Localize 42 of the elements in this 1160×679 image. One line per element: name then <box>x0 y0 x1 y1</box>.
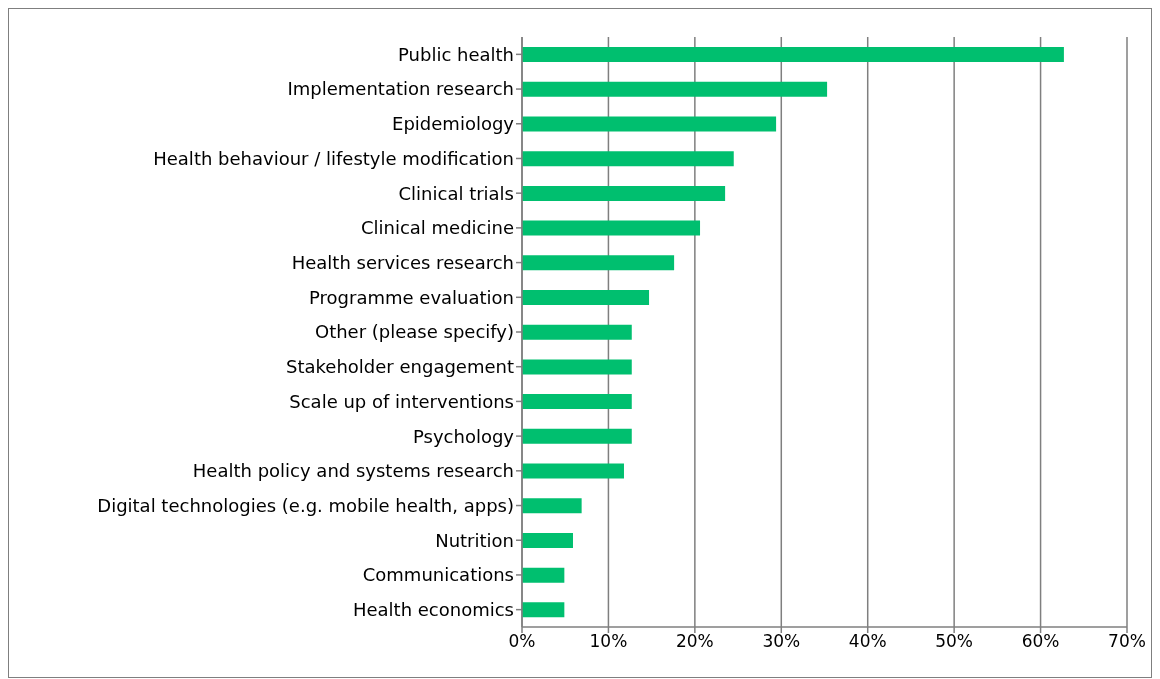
y-tick-label: Health behaviour / lifestyle modification <box>153 147 514 169</box>
x-tick-label: 40% <box>848 631 887 652</box>
y-tick-label: Health services research <box>291 251 514 273</box>
x-tick-label: 50% <box>935 631 974 652</box>
y-tick-label: Other (please specify) <box>314 321 514 343</box>
y-tick-label: Communications <box>362 564 514 586</box>
bar <box>522 116 777 132</box>
bar <box>522 602 565 618</box>
y-tick-label: Implementation research <box>287 78 514 100</box>
y-tick-label: Stakeholder engagement <box>286 356 514 378</box>
x-tick-label: 20% <box>675 631 714 652</box>
y-tick-label: Nutrition <box>435 529 514 551</box>
bar <box>522 47 1064 63</box>
bar <box>522 532 573 548</box>
y-tick-label: Clinical medicine <box>360 217 514 239</box>
bar <box>522 290 650 306</box>
y-tick-label: Public health <box>398 43 514 65</box>
x-tick-label: 70% <box>1108 631 1146 652</box>
bar <box>522 463 624 479</box>
y-tick-label: Programme evaluation <box>309 286 514 308</box>
bar <box>522 81 828 97</box>
y-tick-label: Health policy and systems research <box>192 460 514 482</box>
bar <box>522 359 632 375</box>
y-tick-label: Scale up of interventions <box>289 390 514 412</box>
x-tick-label: 30% <box>762 631 801 652</box>
bar <box>522 394 632 410</box>
bar <box>522 151 734 167</box>
bar <box>522 428 632 444</box>
bar <box>522 255 675 271</box>
bar <box>522 220 701 236</box>
x-tick-label: 10% <box>589 631 628 652</box>
bar <box>522 185 726 201</box>
y-tick-label: Psychology <box>413 425 515 447</box>
y-tick-label: Health economics <box>352 599 514 621</box>
x-tick-label: 60% <box>1021 631 1060 652</box>
y-tick-label: Epidemiology <box>392 113 515 135</box>
y-tick-label: Digital technologies (e.g. mobile health, apps) <box>97 494 514 516</box>
bar <box>522 498 582 514</box>
x-tick-label: 0% <box>508 631 536 652</box>
y-tick-label: Clinical trials <box>398 182 514 204</box>
bar <box>522 324 632 340</box>
bar <box>522 567 565 583</box>
